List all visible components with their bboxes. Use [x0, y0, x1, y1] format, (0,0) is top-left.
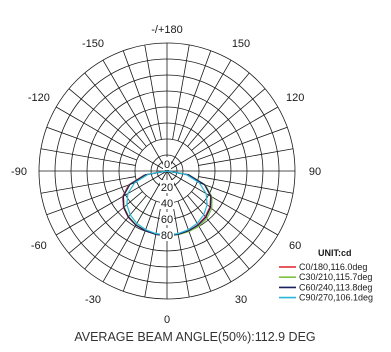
- grid-spoke: [187, 72, 250, 147]
- ring-value-label: 60: [161, 214, 173, 226]
- grid-spoke: [55, 106, 168, 172]
- angle-tick-label: 60: [289, 240, 301, 252]
- legend-entry-label: C0/180,116.0deg: [299, 262, 367, 272]
- grid-spoke: [177, 200, 212, 292]
- grid-spoke: [68, 191, 143, 254]
- grid-spoke: [196, 181, 288, 216]
- angle-tick-label: 30: [235, 294, 247, 306]
- grid-spoke: [55, 170, 168, 236]
- angle-tick-label: -120: [28, 92, 50, 104]
- grid-spoke: [198, 176, 294, 194]
- grid-spoke: [144, 202, 162, 298]
- angle-tick-label: -150: [82, 38, 104, 50]
- grid-spoke: [84, 72, 147, 147]
- grid-spoke: [46, 181, 138, 216]
- legend-entry-label: C60/240,113.8deg: [299, 282, 372, 292]
- angle-tick-label: -30: [85, 294, 101, 306]
- grid-spoke: [122, 50, 157, 142]
- grid-spoke: [166, 59, 232, 172]
- angle-tick-label: 150: [232, 38, 250, 50]
- ring-label-bg: [160, 196, 174, 209]
- grid-spoke: [166, 106, 279, 172]
- ring-label-bg: [160, 228, 174, 241]
- ring-label-bg: [160, 212, 174, 225]
- legend-unit-label: UNIT:cd: [318, 248, 352, 258]
- ring-labels: 0 20 40 60 80: [160, 157, 174, 242]
- angle-tick-label: -90: [11, 166, 27, 178]
- angle-tick-label: 120: [286, 92, 304, 104]
- grid-spoke: [187, 195, 250, 270]
- angle-labels: 0 30 60 90 120 150 -/+180 -150 -120 -90 -60 -30: [11, 24, 321, 326]
- ring-value-label: 0: [164, 159, 170, 171]
- grid-spoke: [198, 148, 294, 166]
- grid-spoke: [68, 88, 143, 151]
- angle-tick-label: -60: [31, 240, 47, 252]
- grid-spoke: [46, 126, 138, 161]
- legend-entry-label: C90/270,106.1deg: [299, 293, 373, 303]
- grid-spoke: [191, 191, 266, 254]
- grid-spoke: [172, 202, 190, 298]
- grid-spoke: [177, 50, 212, 142]
- grid-spoke: [122, 200, 157, 292]
- ring-value-label: 80: [161, 230, 173, 242]
- ring-label-bg: [160, 180, 174, 193]
- average-beam-angle-caption: AVERAGE BEAM ANGLE(50%):112.9 DEG: [74, 330, 315, 344]
- grid-spoke: [84, 195, 147, 270]
- ring-value-label: 40: [161, 198, 173, 210]
- grid-spoke: [172, 44, 190, 140]
- ring-value-label: 20: [161, 182, 173, 194]
- grid-spoke: [144, 44, 162, 140]
- ring-label-bg: [163, 157, 171, 170]
- angle-tick-label: 0: [164, 314, 170, 326]
- grid-spoke: [196, 126, 288, 161]
- grid-spoke: [191, 88, 266, 151]
- legend-entry-label: C30/210,115.7deg: [299, 272, 372, 282]
- grid-spoke: [40, 148, 136, 166]
- grid-spoke: [40, 176, 136, 194]
- legend: UNIT:cd C0/180,116.0degC30/210,115.7degC…: [279, 248, 373, 303]
- grid-spoke: [102, 170, 168, 283]
- angle-tick-label: -/+180: [151, 24, 183, 36]
- angle-tick-label: 90: [309, 166, 321, 178]
- grid-spoke: [166, 170, 279, 236]
- grid-spoke: [102, 59, 168, 172]
